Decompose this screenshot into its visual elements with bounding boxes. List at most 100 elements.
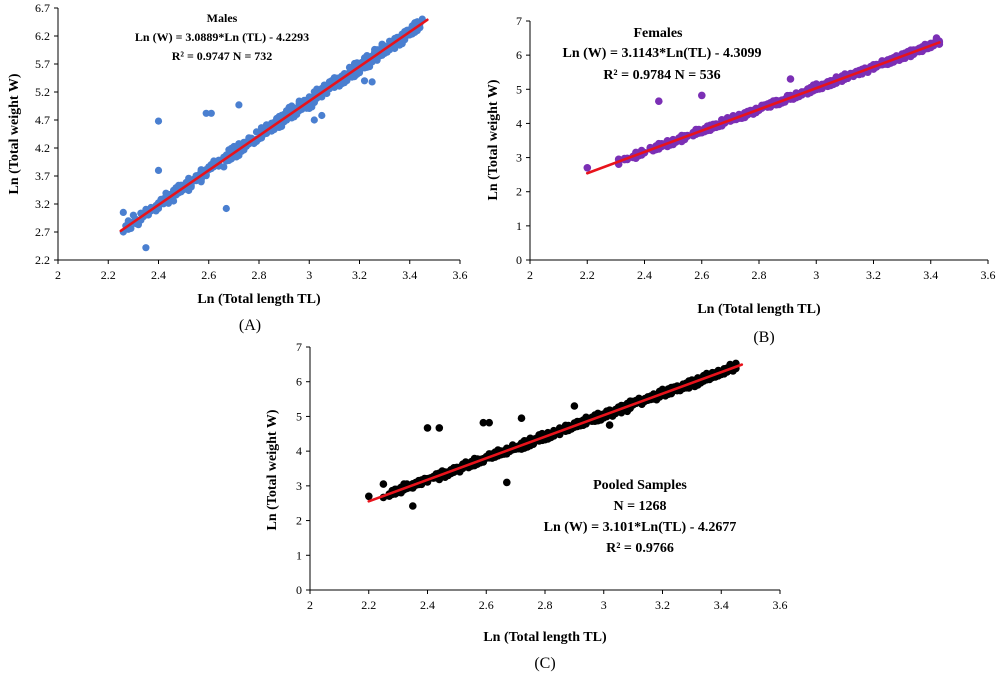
x-tick-label: 3.4 [923, 268, 938, 282]
data-point [310, 116, 318, 124]
data-point [932, 34, 941, 42]
y-tick-label: 4 [296, 444, 302, 458]
annotation-text: Males [207, 11, 238, 25]
y-tick-label: 5.7 [35, 57, 50, 71]
y-tick-label: 3 [516, 151, 522, 165]
x-tick-label: 3 [813, 268, 819, 282]
y-tick-label: 3 [296, 479, 302, 493]
y-axis-title: Ln (Total weight W) [7, 73, 22, 194]
x-tick-label: 2.6 [479, 598, 494, 612]
data-point [348, 73, 356, 81]
data-point [655, 97, 663, 105]
x-tick-label: 2.2 [361, 598, 376, 612]
regression-line [119, 18, 429, 233]
data-point [235, 101, 243, 109]
data-point [503, 478, 511, 487]
y-tick-label: 7 [516, 14, 522, 28]
data-point [698, 91, 706, 100]
data-point [227, 144, 235, 152]
data-point [288, 102, 296, 110]
x-tick-label: 2 [307, 598, 313, 612]
y-tick-label: 6.7 [35, 1, 50, 15]
data-point [360, 77, 369, 85]
x-tick-label: 3.4 [402, 268, 417, 282]
data-point [119, 208, 127, 216]
annotation-text: Ln (W) = 3.1143*Ln(TL) - 4.3099 [563, 46, 762, 61]
x-axis-title: Ln (Total length TL) [197, 292, 321, 307]
x-tick-label: 3.2 [866, 268, 881, 282]
data-point [278, 111, 286, 119]
data-point [409, 502, 417, 510]
data-point [517, 414, 526, 423]
data-point [435, 424, 444, 432]
data-point [222, 204, 230, 213]
x-tick-label: 3.2 [655, 598, 670, 612]
annotation-text: R² = 0.9766 [606, 541, 674, 556]
y-tick-label: 2.7 [35, 225, 50, 239]
data-point [162, 189, 170, 197]
data-point [310, 88, 318, 96]
x-axis-title: Ln (Total length TL) [697, 302, 821, 317]
data-point [485, 418, 494, 427]
y-tick-label: 6 [296, 375, 302, 389]
data-point [379, 480, 388, 488]
y-tick-label: 4.7 [35, 113, 50, 127]
x-tick-label: 2.2 [101, 268, 116, 282]
x-tick-label: 2.4 [151, 268, 166, 282]
data-point [207, 109, 215, 117]
data-point [570, 402, 579, 410]
x-tick-label: 2 [527, 268, 533, 282]
x-tick-label: 2.4 [420, 598, 435, 612]
x-tick-label: 2.2 [580, 268, 595, 282]
y-tick-label: 6 [516, 48, 522, 62]
y-tick-label: 3.2 [35, 197, 50, 211]
y-tick-label: 3.7 [35, 169, 50, 183]
panel-label: (A) [239, 317, 261, 334]
x-tick-label: 3.6 [773, 598, 788, 612]
y-tick-label: 5.2 [35, 85, 50, 99]
y-tick-label: 1 [516, 219, 522, 233]
y-tick-label: 5 [516, 82, 522, 96]
annotation-text: Ln (W) = 3.101*Ln(TL) - 4.2677 [544, 520, 737, 535]
data-point [142, 244, 150, 252]
y-tick-label: 2.2 [35, 253, 50, 267]
x-tick-label: 3 [306, 268, 312, 282]
data-point [583, 164, 592, 172]
x-tick-label: 2.6 [694, 268, 709, 282]
x-axis-title: Ln (Total length TL) [483, 630, 607, 645]
annotation-text: Ln (W) = 3.0889*Ln (TL) - 4.2293 [135, 30, 309, 44]
data-point [400, 480, 408, 488]
y-tick-label: 4 [516, 116, 522, 130]
panel-b: 2 2.2 2.4 2.6 2.8 3 3.2 3.4 3.6 0 1 2 3 4 5 6 7 Ln (Total… [486, 14, 996, 346]
x-tick-label: 2.8 [538, 598, 553, 612]
y-axis-title: Ln (Total weight W) [486, 79, 501, 200]
regression-line [367, 363, 744, 503]
data-point [423, 424, 432, 432]
data-point [368, 78, 376, 86]
x-tick-label: 2.6 [201, 268, 216, 282]
data-point [479, 418, 488, 427]
y-tick-label: 2 [296, 514, 302, 528]
x-tick-label: 2.8 [752, 268, 767, 282]
annotation-text: Pooled Samples [593, 478, 687, 493]
regression-line [585, 41, 941, 175]
data-point [605, 421, 614, 429]
panel-c: 2 2.2 2.4 2.6 2.8 3 3.2 3.4 3.6 0 1 2 3 4 5 6 7 Ln (Total… [265, 340, 788, 672]
y-axis-title: Ln (Total weight W) [265, 409, 280, 530]
data-point [786, 75, 795, 83]
x-tick-label: 3.4 [714, 598, 729, 612]
annotation-text: N = 1268 [613, 499, 666, 514]
y-tick-label: 7 [296, 340, 302, 354]
y-tick-label: 6.2 [35, 29, 50, 43]
data-point [278, 121, 286, 129]
panel-a: 2 2.2 2.4 2.6 2.8 3 3.2 3.4 3.6 2.2 2.7 3.2 3.7 4.2 4.… [7, 1, 468, 334]
panel-label: (C) [534, 655, 555, 672]
y-tick-label: 5 [296, 409, 302, 423]
y-tick-label: 1 [296, 548, 302, 562]
data-point [365, 492, 373, 501]
panel-label: (B) [753, 329, 774, 346]
y-tick-label: 0 [516, 253, 522, 267]
annotation-text: R² = 0.9747 N = 732 [172, 49, 273, 63]
annotation-text: Females [634, 26, 684, 41]
